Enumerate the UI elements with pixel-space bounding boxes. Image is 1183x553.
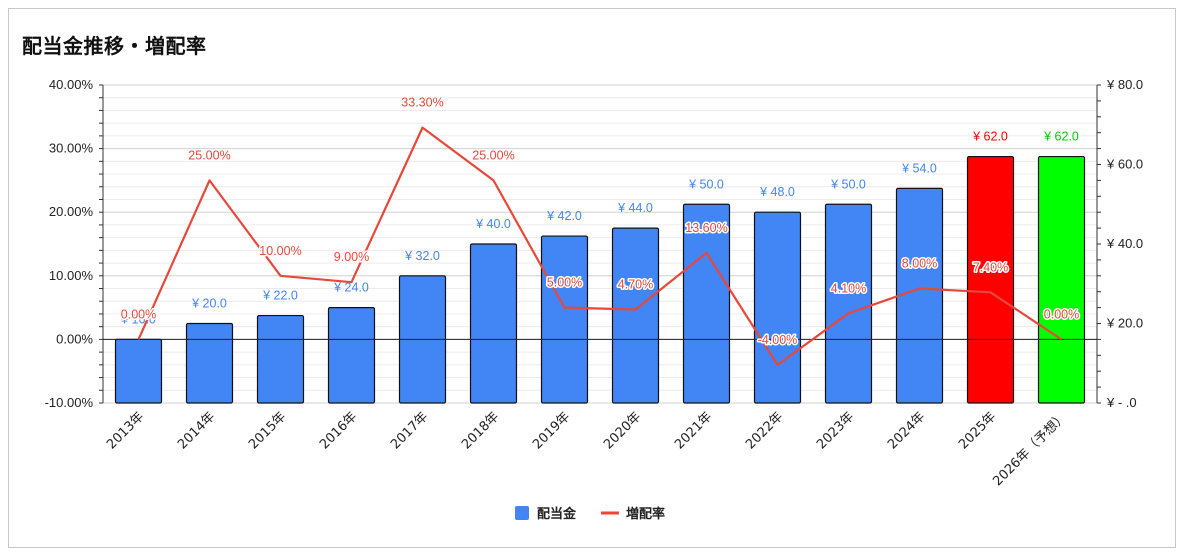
bar-labels: ¥ 16.0 ¥ 20.0 ¥ 22.0 ¥ 24.0 ¥ 32.0 ¥ 40.0 ¥ 42…: [120, 130, 1079, 327]
bar-2020年: [611, 227, 660, 404]
bar-2024年: [895, 187, 944, 404]
bar-value-label: ¥ 50.0: [688, 177, 724, 191]
line-value-label: 0.00%: [121, 307, 156, 321]
line-value-label: 4.10%: [831, 281, 866, 295]
x-tick-label: 2025年: [956, 409, 999, 452]
right-axis: ¥ - .0 ¥ 20.0 ¥ 40.0 ¥ 60.0 ¥ 80.0: [1096, 77, 1143, 410]
line-value-label: 5.00%: [547, 276, 582, 290]
x-tick-label: 2016年: [317, 409, 360, 452]
x-tick-label: 2013年: [104, 409, 147, 452]
x-tick-label: 2019年: [530, 409, 573, 452]
x-tick-label: 2014年: [175, 409, 218, 452]
line-value-label: 9.00%: [334, 250, 369, 264]
grid-lines: [103, 84, 1097, 404]
bar-value-label: ¥ 32.0: [404, 249, 440, 263]
right-tick-label: ¥ 40.0: [1106, 236, 1143, 251]
left-tick-label: 0.00%: [56, 331, 93, 346]
bar-2023年: [824, 203, 873, 404]
bar-2016年: [327, 307, 376, 404]
right-tick-label: ¥ 80.0: [1106, 77, 1143, 92]
growth-line: [137, 126, 1063, 366]
right-tick-label: ¥ - .0: [1106, 395, 1137, 410]
bar-2021年: [682, 203, 731, 404]
left-tick-label: 30.00%: [49, 141, 94, 156]
legend-bar-label: 配当金: [537, 506, 577, 522]
x-tick-label: 2024年: [885, 409, 928, 452]
left-tick-label: 40.00%: [49, 77, 94, 92]
left-tick-label: 10.00%: [49, 268, 94, 283]
legend-bar-swatch: [515, 506, 529, 520]
line-value-label: 7.40%: [973, 260, 1008, 274]
line-value-label: 4.70%: [618, 278, 653, 292]
legend: 配当金 増配率: [515, 506, 665, 522]
bar-value-label: ¥ 20.0: [191, 297, 227, 311]
bar-value-label: ¥ 62.0: [1043, 130, 1079, 144]
line-value-label: 8.00%: [902, 257, 937, 271]
line-value-label: 13.60%: [685, 221, 727, 235]
bar-2022年: [753, 211, 802, 404]
line-value-label: 25.00%: [188, 148, 230, 162]
x-tick-label: 2021年: [672, 409, 715, 452]
bar-2025年: [966, 155, 1015, 404]
left-tick-label: -10.00%: [45, 395, 94, 410]
bar-2015年: [256, 314, 305, 404]
x-tick-label: 2020年: [601, 409, 644, 452]
bar-value-label: ¥ 24.0: [333, 281, 369, 295]
bar-value-label: ¥ 40.0: [475, 217, 511, 231]
legend-line-label: 増配率: [626, 506, 665, 522]
bar-2018年: [469, 243, 518, 404]
bar-2013年: [114, 338, 163, 404]
line-value-label: 10.00%: [259, 244, 301, 258]
left-axis: -10.00% 0.00% 10.00% 20.00% 30.00% 40.00%: [45, 77, 104, 410]
x-tick-label: 2017年: [388, 409, 431, 452]
bar-value-label: ¥ 16.0: [120, 312, 156, 326]
line-value-label: -4.00%: [758, 333, 798, 347]
right-tick-label: ¥ 60.0: [1106, 157, 1143, 172]
x-tick-label: 2022年: [743, 409, 786, 452]
line-value-label: 33.30%: [401, 96, 443, 110]
chart-title: 配当金推移・増配率: [22, 34, 207, 58]
x-tick-label: 2023年: [814, 409, 857, 452]
bar-value-label: ¥ 54.0: [901, 161, 937, 175]
bar-value-label: ¥ 50.0: [830, 177, 866, 191]
bar-value-label: ¥ 62.0: [972, 130, 1008, 144]
growth-line-path: [137, 126, 1063, 366]
bar-value-label: ¥ 22.0: [262, 289, 298, 303]
bars: [114, 155, 1086, 404]
line-labels: 0.00% 25.00% 10.00% 9.00% 33.30% 25.00% 5.00% 4…: [119, 94, 1080, 348]
line-value-label: 0.00%: [1044, 307, 1079, 321]
line-value-label: 25.00%: [472, 148, 514, 162]
x-axis-labels: 2013年 2014年 2015年 2016年 2017年 2018年 2019年 2020年…: [104, 409, 1070, 490]
bar-value-label: ¥ 44.0: [617, 201, 653, 215]
bar-value-label: ¥ 42.0: [546, 209, 582, 223]
x-tick-label: 2018年: [459, 409, 502, 452]
bar-2026年（予想）: [1037, 155, 1086, 404]
x-tick-label: 2026年（予想）: [990, 409, 1071, 490]
x-tick-label: 2015年: [246, 409, 289, 452]
left-tick-label: 20.00%: [49, 204, 94, 219]
bar-2014年: [185, 322, 234, 404]
bar-value-label: ¥ 48.0: [759, 185, 795, 199]
bar-2019年: [540, 235, 589, 404]
right-tick-label: ¥ 20.0: [1106, 316, 1143, 331]
